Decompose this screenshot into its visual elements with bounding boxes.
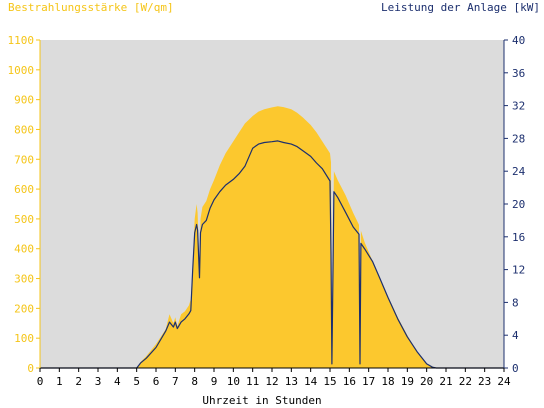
x-tick-label: 23 [478,375,491,388]
y-left-tick-label: 200 [14,302,34,315]
series-layer [40,106,504,369]
y-left-tick-label: 900 [14,94,34,107]
y-left-tick-label: 1000 [8,64,35,77]
y-left-tick-label: 700 [14,153,34,166]
irradiance-area [40,106,504,368]
x-tick-label: 1 [56,375,63,388]
y-right-tick-label: 36 [512,67,525,80]
x-tick-label: 7 [172,375,179,388]
x-tick-label: 9 [211,375,218,388]
y-right-tick-label: 24 [512,165,526,178]
y-left-tick-label: 0 [27,362,34,375]
x-tick-label: 11 [246,375,259,388]
y-right-tick-label: 12 [512,264,525,277]
x-tick-label: 12 [265,375,278,388]
x-tick-label: 15 [323,375,336,388]
y-right-tick-label: 40 [512,34,525,47]
x-tick-label: 24 [497,375,511,388]
x-tick-label: 4 [114,375,121,388]
y-right-tick-label: 4 [512,329,519,342]
x-tick-label: 2 [75,375,82,388]
left-axis-title: Bestrahlungsstärke [W/qm] [8,1,174,14]
right-axis-title: Leistung der Anlage [kW] [381,1,540,14]
x-tick-label: 19 [401,375,414,388]
y-left-tick-label: 100 [14,332,34,345]
x-tick-label: 17 [362,375,375,388]
y-right-tick-label: 20 [512,198,525,211]
x-tick-label: 18 [381,375,394,388]
x-tick-label: 21 [439,375,452,388]
y-left-tick-label: 400 [14,243,34,256]
y-left-tick-label: 800 [14,123,34,136]
y-left-tick-label: 1100 [8,34,35,47]
x-tick-label: 22 [459,375,472,388]
y-right-tick-label: 16 [512,231,525,244]
y-left-tick-label: 300 [14,273,34,286]
power-line [40,140,504,369]
y-right-tick-label: 8 [512,296,519,309]
y-left-tick-label: 500 [14,213,34,226]
x-tick-label: 16 [343,375,356,388]
x-tick-label: 13 [285,375,298,388]
axes-layer: 0100200300400500600700800900100011000481… [8,34,526,388]
y-right-tick-label: 32 [512,100,525,113]
x-axis-label: Uhrzeit in Stunden [202,394,321,407]
x-tick-label: 14 [304,375,318,388]
x-tick-label: 6 [153,375,160,388]
x-tick-label: 5 [133,375,140,388]
x-tick-label: 10 [227,375,240,388]
y-right-tick-label: 28 [512,132,525,145]
y-right-tick-label: 0 [512,362,519,375]
x-tick-label: 3 [95,375,102,388]
x-tick-label: 0 [37,375,44,388]
x-tick-label: 8 [191,375,198,388]
y-left-tick-label: 600 [14,183,34,196]
x-tick-label: 20 [420,375,433,388]
